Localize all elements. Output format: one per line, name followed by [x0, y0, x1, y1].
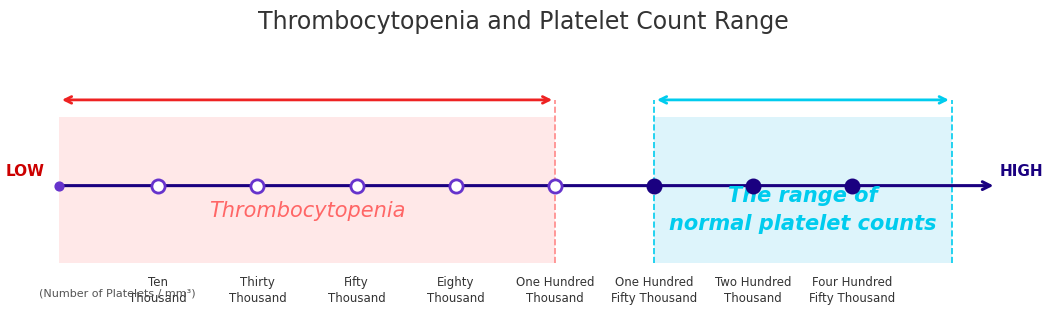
Text: One Hundred
Thousand: One Hundred Thousand	[516, 276, 594, 305]
Text: One Hundred
Fifty Thousand: One Hundred Fifty Thousand	[611, 276, 698, 305]
Point	[745, 183, 761, 188]
Bar	[60, 117, 555, 263]
Text: Eighty
Thousand: Eighty Thousand	[427, 276, 484, 305]
Text: (Number of Platelets / mm³): (Number of Platelets / mm³)	[40, 288, 196, 299]
Text: Four Hundred
Fifty Thousand: Four Hundred Fifty Thousand	[810, 276, 895, 305]
Text: Thrombocytopenia: Thrombocytopenia	[209, 201, 405, 221]
Text: Ten
Thousand: Ten Thousand	[130, 276, 187, 305]
Text: Thrombocytopenia and Platelet Count Range: Thrombocytopenia and Platelet Count Rang…	[257, 10, 789, 34]
Point	[844, 183, 861, 188]
Point	[547, 183, 564, 188]
Point	[348, 183, 365, 188]
Text: LOW: LOW	[5, 164, 44, 179]
Text: Two Hundred
Thousand: Two Hundred Thousand	[715, 276, 792, 305]
Point	[645, 183, 662, 188]
Text: HIGH: HIGH	[999, 164, 1043, 179]
Point	[51, 183, 68, 188]
Point	[150, 183, 166, 188]
Bar	[654, 117, 952, 263]
Text: Thirty
Thousand: Thirty Thousand	[229, 276, 287, 305]
Text: The range of
normal platelet counts: The range of normal platelet counts	[669, 186, 936, 234]
Point	[249, 183, 266, 188]
Text: Fifty
Thousand: Fifty Thousand	[327, 276, 386, 305]
Point	[448, 183, 464, 188]
